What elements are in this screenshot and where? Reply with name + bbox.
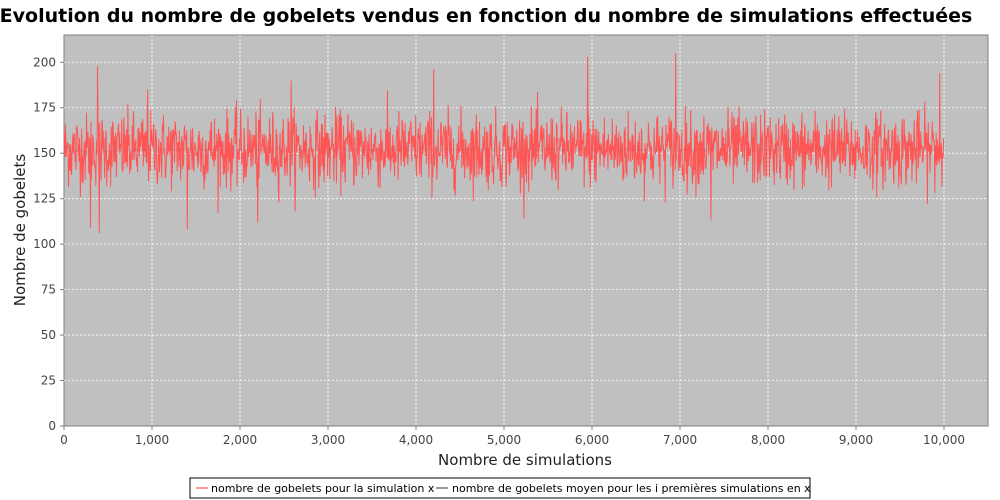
y-tick-label: 150 — [33, 146, 56, 160]
series-group — [63, 53, 945, 234]
chart-title: Evolution du nombre de gobelets vendus e… — [0, 5, 972, 27]
legend: nombre de gobelets pour la simulation x … — [189, 477, 811, 499]
x-tick-label: 3,000 — [311, 433, 345, 447]
x-tick-label: 10,000 — [923, 433, 965, 447]
y-tick-label: 125 — [33, 192, 56, 206]
y-tick-label: 100 — [33, 237, 56, 251]
x-tick-label: 8,000 — [751, 433, 785, 447]
y-tick-label: 75 — [41, 283, 56, 297]
legend-label-series-2: nombre de gobelets moyen pour les i prem… — [452, 482, 811, 495]
y-tick-label: 25 — [41, 374, 56, 388]
tick-marks: 0 1,000 2,000 3,000 4,000 5,000 6,000 7,000 8,00… — [33, 55, 965, 447]
y-tick-label: 175 — [33, 101, 56, 115]
series-line-simulation — [63, 53, 945, 234]
legend-label-series-1: nombre de gobelets pour la simulation x — [211, 482, 435, 495]
legend-box — [189, 477, 811, 499]
y-tick-label: 200 — [33, 55, 56, 69]
y-axis-label: Nombre de gobelets — [11, 154, 29, 307]
x-tick-label: 5,000 — [487, 433, 521, 447]
series-line-running-mean — [63, 141, 944, 156]
x-tick-label: 1,000 — [135, 433, 169, 447]
y-tick-label: 50 — [41, 328, 56, 342]
x-tick-label: 9,000 — [839, 433, 873, 447]
x-tick-label: 6,000 — [575, 433, 609, 447]
x-tick-label: 4,000 — [399, 433, 433, 447]
y-tick-label: 0 — [48, 419, 56, 433]
plot-area — [63, 34, 989, 427]
x-tick-label: 0 — [60, 433, 68, 447]
x-tick-label: 7,000 — [663, 433, 697, 447]
x-axis-label: Nombre de simulations — [438, 451, 612, 469]
x-tick-label: 2,000 — [223, 433, 257, 447]
